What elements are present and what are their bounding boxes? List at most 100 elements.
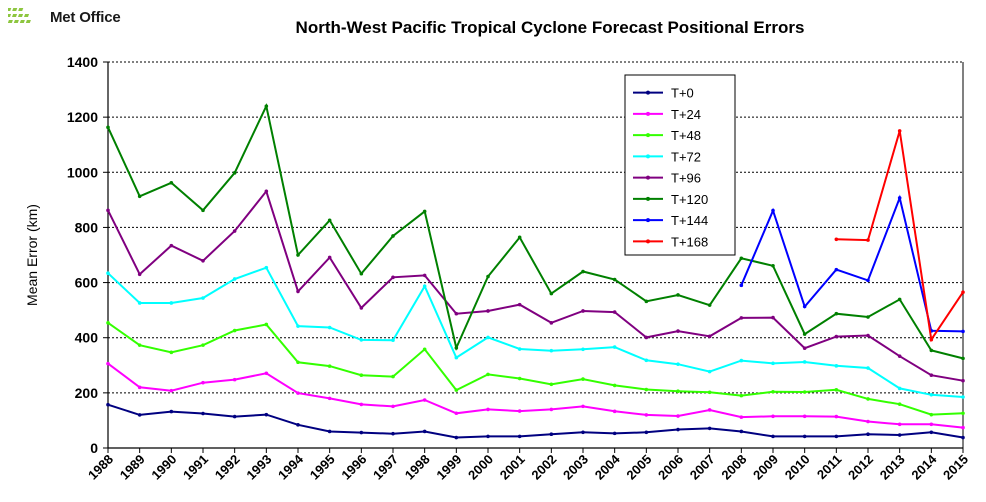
data-point-tplus96 — [359, 306, 364, 310]
data-point-tplus0 — [549, 432, 554, 437]
data-point-tplus48 — [961, 411, 965, 416]
series-line-tplus96 — [107, 189, 964, 382]
data-point-tplus96 — [802, 346, 807, 350]
data-point-tplus72 — [644, 358, 649, 363]
data-point-tplus96 — [961, 378, 965, 383]
data-point-tplus96 — [676, 329, 680, 333]
data-point-tplus24 — [422, 398, 427, 402]
data-point-tplus120 — [296, 253, 300, 257]
x-tick-label: 1992 — [212, 452, 243, 483]
data-point-tplus72 — [771, 361, 775, 366]
legend-label: T+72 — [671, 149, 701, 164]
data-point-tplus0 — [454, 435, 459, 440]
data-point-tplus120 — [771, 263, 775, 268]
data-point-tplus120 — [866, 315, 870, 319]
data-point-tplus24 — [106, 361, 110, 366]
data-point-tplus96 — [517, 302, 522, 307]
y-tick-label: 1200 — [67, 109, 98, 125]
series-line-tplus120 — [107, 102, 964, 360]
data-point-tplus0 — [486, 434, 490, 439]
data-point-tplus24 — [296, 391, 300, 395]
data-point-tplus0 — [137, 413, 142, 417]
data-point-tplus96 — [866, 333, 870, 338]
data-point-tplus0 — [961, 435, 965, 440]
data-point-tplus120 — [581, 269, 585, 274]
data-point-tplus0 — [834, 434, 839, 439]
data-point-tplus120 — [834, 311, 839, 316]
data-point-tplus72 — [866, 366, 870, 370]
data-point-tplus48 — [549, 382, 554, 387]
y-tick-label: 1000 — [67, 164, 98, 180]
data-point-tplus0 — [581, 430, 585, 435]
data-point-tplus120 — [644, 299, 649, 304]
data-point-tplus72 — [296, 324, 300, 328]
legend-label: T+96 — [671, 171, 701, 186]
legend-box — [624, 74, 736, 256]
y-tick-label: 200 — [75, 385, 99, 401]
data-point-tplus96 — [612, 310, 617, 314]
series-line-tplus24 — [107, 362, 964, 429]
data-point-tplus24 — [391, 404, 395, 409]
data-point-tplus120 — [169, 180, 174, 185]
x-tick-label: 1991 — [180, 452, 211, 483]
data-point-tplus24 — [581, 404, 585, 409]
data-point-tplus120 — [486, 274, 490, 279]
y-tick-label: 400 — [75, 330, 99, 346]
data-point-tplus48 — [929, 412, 934, 417]
data-point-tplus96 — [644, 335, 649, 340]
data-point-tplus96 — [739, 316, 744, 320]
data-point-tplus24 — [232, 377, 237, 382]
data-point-tplus168 — [866, 238, 870, 242]
data-point-tplus120 — [739, 256, 744, 261]
data-point-tplus24 — [201, 380, 205, 385]
legend-marker — [646, 218, 650, 223]
x-tick-label: 2007 — [687, 452, 718, 483]
data-point-tplus72 — [264, 265, 269, 270]
data-point-tplus48 — [264, 322, 269, 327]
data-point-tplus168 — [834, 237, 839, 242]
data-point-tplus72 — [897, 386, 902, 391]
data-point-tplus0 — [232, 414, 237, 419]
data-point-tplus0 — [929, 430, 934, 435]
x-tick-label: 2014 — [908, 451, 940, 483]
x-tick-label: 1997 — [370, 452, 401, 483]
data-point-tplus144 — [961, 329, 965, 334]
data-point-tplus96 — [201, 258, 205, 263]
series-line-tplus72 — [107, 266, 964, 398]
data-point-tplus120 — [137, 194, 142, 199]
data-point-tplus72 — [676, 362, 680, 366]
data-point-tplus72 — [549, 348, 554, 353]
data-point-tplus72 — [137, 301, 142, 305]
data-point-tplus24 — [359, 402, 364, 407]
data-point-tplus96 — [549, 321, 554, 325]
x-tick-label: 2012 — [845, 452, 876, 483]
data-point-tplus72 — [581, 347, 585, 352]
data-point-tplus72 — [486, 335, 490, 340]
data-point-tplus48 — [676, 389, 680, 394]
data-point-tplus120 — [201, 208, 205, 213]
data-point-tplus72 — [929, 392, 934, 397]
legend-marker — [646, 133, 650, 138]
data-point-tplus72 — [359, 338, 364, 342]
x-tick-label: 1999 — [433, 452, 464, 483]
data-point-tplus120 — [549, 291, 554, 296]
x-tick-label: 1989 — [117, 452, 148, 483]
data-point-tplus144 — [866, 278, 870, 283]
data-point-tplus120 — [676, 293, 680, 297]
data-point-tplus0 — [391, 431, 395, 436]
data-point-tplus120 — [961, 356, 965, 361]
data-point-tplus96 — [929, 373, 934, 378]
data-point-tplus72 — [169, 301, 174, 305]
legend-marker — [646, 175, 650, 180]
data-point-tplus72 — [612, 345, 617, 349]
data-point-tplus144 — [834, 267, 839, 272]
series-tplus0 — [106, 402, 965, 440]
legend-label: T+168 — [671, 234, 708, 249]
data-point-tplus0 — [866, 432, 870, 437]
data-point-tplus120 — [232, 171, 237, 175]
legend-marker — [646, 90, 650, 95]
data-point-tplus48 — [612, 383, 617, 388]
data-point-tplus96 — [834, 334, 839, 339]
data-point-tplus120 — [327, 218, 332, 223]
y-tick-label: 600 — [75, 275, 99, 291]
